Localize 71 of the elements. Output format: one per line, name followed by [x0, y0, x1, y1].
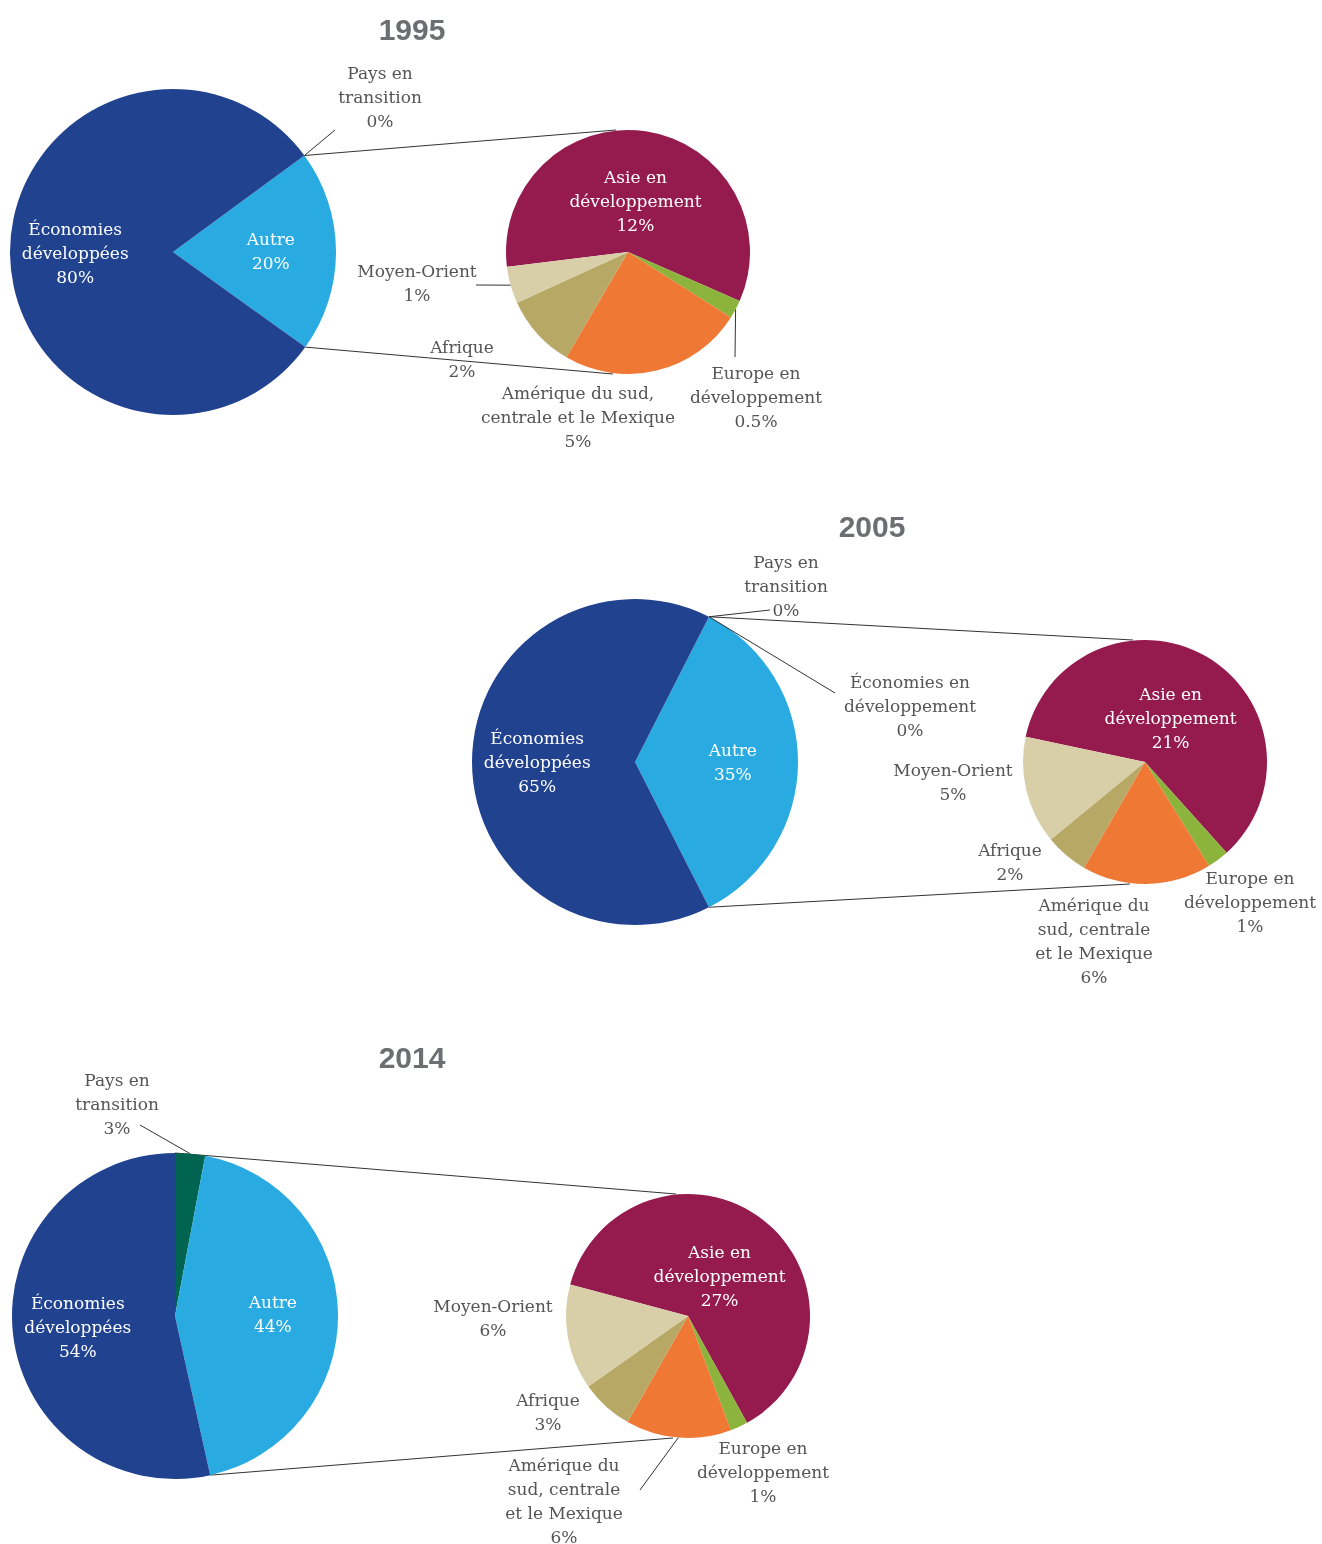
slice-label: Amérique du sud, centrale et le Mexique — [505, 1455, 623, 1523]
pie-slice — [627, 1316, 731, 1438]
data-label: 5% — [564, 431, 592, 451]
slice-label: Autre — [247, 1292, 297, 1313]
slice-label: Afrique — [515, 1390, 580, 1410]
text: 2014 — [378, 1041, 446, 1074]
pie-slice — [588, 1316, 688, 1423]
data-label: 20% — [251, 253, 290, 274]
data-label: 35% — [713, 764, 752, 784]
slice-label: Moyen-Orient — [357, 261, 477, 281]
slice-label: Pays en transition — [75, 1070, 159, 1114]
data-label: 3% — [103, 1118, 131, 1138]
pie-slice — [1023, 736, 1145, 840]
pie-slice — [517, 252, 628, 358]
data-label: 1% — [749, 1486, 777, 1506]
pie-slice — [175, 1155, 338, 1476]
pie-slice — [506, 252, 628, 303]
slice-label: Amérique du sud, centrale et le Mexique — [1035, 895, 1153, 963]
slice-label: Afrique — [977, 840, 1042, 860]
slice-label: Autre — [707, 740, 757, 760]
text: 2005 — [838, 510, 906, 543]
text: 0% — [366, 111, 394, 131]
pie-slice — [1050, 762, 1145, 868]
data-label: 2% — [996, 864, 1024, 884]
slice-label: Économies développées — [24, 1292, 132, 1337]
slice-label: Économies développées — [483, 728, 591, 772]
slice-label: Moyen-Orient — [893, 760, 1013, 780]
category-label: Économies en développement — [843, 672, 977, 716]
slice-label: Asie en développement — [1104, 683, 1237, 728]
pie-slice — [628, 252, 740, 318]
slice-label: Europe en développement — [696, 1438, 830, 1482]
slice-label: Amérique du sud, centrale et le Mexique — [480, 383, 676, 427]
category-label: Pays en transition — [744, 552, 828, 596]
category-label: Pays en transition — [338, 63, 422, 107]
data-label: 1% — [1236, 916, 1264, 936]
pie-slice — [688, 1316, 748, 1431]
data-label: 21% — [1151, 731, 1190, 752]
data-label: 6% — [1080, 967, 1108, 987]
data-label: 6% — [479, 1320, 507, 1340]
data-label: 1% — [403, 285, 431, 305]
slice-label: Asie en développement — [569, 167, 702, 212]
data-label: 44% — [253, 1316, 292, 1337]
data-label: 27% — [700, 1289, 739, 1310]
text: 0% — [896, 720, 924, 740]
data-label: 6% — [550, 1527, 578, 1544]
slice-label: Europe en développement — [689, 363, 823, 407]
data-label: 80% — [56, 266, 95, 287]
slice-label: Économies développées — [21, 218, 129, 263]
data-label: 3% — [534, 1414, 562, 1434]
pie-slice — [12, 1153, 211, 1479]
data-label: 54% — [58, 1340, 97, 1361]
data-label: 65% — [518, 776, 557, 796]
data-label: 5% — [939, 784, 967, 804]
data-label: 2% — [448, 361, 476, 381]
pie-slice — [506, 130, 750, 302]
pie-slice — [10, 89, 306, 415]
data-label: 0.5% — [734, 411, 778, 431]
pie-slice — [173, 155, 336, 348]
pie-slice — [566, 1284, 688, 1387]
pie-slice — [635, 616, 798, 908]
pie-slice — [1145, 762, 1227, 866]
slice-label: Moyen-Orient — [433, 1296, 553, 1316]
pie-slice — [175, 1153, 206, 1316]
data-label: 12% — [616, 215, 655, 236]
slice-label: Asie en développement — [653, 1241, 786, 1286]
text: 0% — [772, 600, 800, 620]
text: 1995 — [378, 13, 446, 46]
slice-label: Autre — [245, 229, 295, 250]
slice-label: Europe en développement — [1183, 868, 1317, 912]
pie-slice — [472, 599, 709, 925]
slice-label: Afrique — [429, 337, 494, 357]
